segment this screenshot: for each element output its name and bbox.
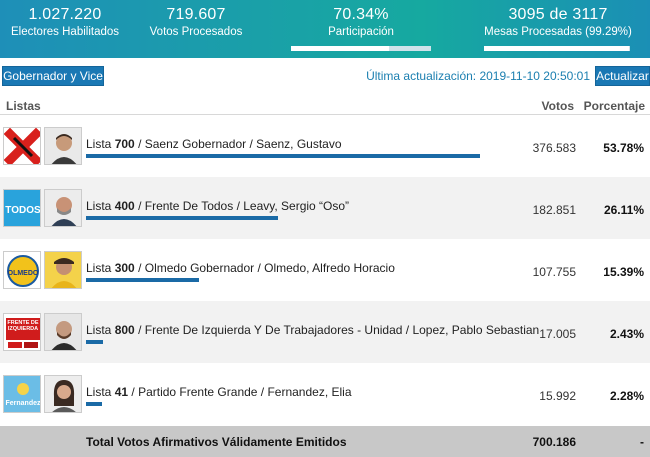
svg-text:TODOS: TODOS: [5, 205, 41, 216]
vote-share-bar: [86, 216, 278, 220]
fit-logo-icon: FRENTE DE IZQUIERDA: [3, 313, 41, 351]
row-label: Lista 800 / Frente De Izquierda Y De Tra…: [86, 323, 540, 337]
vote-share-bar: [86, 154, 480, 158]
row-label: Lista 41 / Partido Frente Grande / Ferna…: [86, 385, 352, 399]
stat-electores-label: Electores Habilitados: [10, 26, 120, 38]
refresh-button[interactable]: Actualizar: [595, 66, 650, 86]
mesas-progress: [484, 46, 630, 51]
row-percentage: 53.78%: [603, 141, 644, 155]
row-percentage: 2.43%: [609, 327, 644, 341]
table-row: OLMEDO Lista 300 / Olmedo Gobernador / O…: [0, 239, 650, 301]
row-label: Lista 300 / Olmedo Gobernador / Olmedo, …: [86, 261, 395, 275]
row-votes: 376.583: [532, 141, 576, 155]
total-label: Total Votos Afirmativos Válidamente Emit…: [86, 435, 347, 449]
stat-mesas-value: 3095 de 3117: [508, 6, 608, 23]
total-percentage: -: [640, 435, 644, 449]
stat-electores: 1.027.220 Electores Habilitados: [6, 6, 124, 39]
row-percentage: 15.39%: [603, 265, 644, 279]
stat-votos-label: Votos Procesados: [149, 26, 243, 38]
svg-text:OLMEDO: OLMEDO: [8, 270, 39, 277]
vote-share-bar: [86, 340, 103, 344]
category-button[interactable]: Gobernador y Vice: [2, 66, 104, 86]
column-header-listas: Listas: [6, 99, 41, 113]
fernandez-logo-icon: Fernandez: [3, 375, 41, 413]
row-votes: 17.005: [539, 327, 576, 341]
total-row: Total Votos Afirmativos Válidamente Emit…: [0, 426, 650, 457]
row-percentage: 26.11%: [603, 203, 644, 217]
row-votes: 15.992: [539, 389, 576, 403]
column-header-porcentaje[interactable]: Porcentaje: [583, 99, 645, 113]
candidate-photo: [44, 375, 82, 413]
last-update-text: Última actualización: 2019-11-10 20:50:0…: [366, 69, 590, 83]
stat-electores-value: 1.027.220: [28, 6, 102, 23]
stat-votos-value: 719.607: [166, 6, 226, 23]
table-row: Lista 700 / Saenz Gobernador / Saenz, Gu…: [0, 115, 650, 177]
candidate-photo: [44, 189, 82, 227]
row-label: Lista 700 / Saenz Gobernador / Saenz, Gu…: [86, 137, 342, 151]
vote-share-bar: [86, 278, 199, 282]
stats-banner: 1.027.220 Electores Habilitados 719.607 …: [0, 0, 650, 58]
table-row: FRENTE DE IZQUIERDA Lista 800 / Frente D…: [0, 301, 650, 363]
candidate-photo: [44, 313, 82, 351]
svg-text:Fernandez: Fernandez: [5, 400, 41, 407]
participacion-progress: [291, 46, 431, 51]
stat-mesas: 3095 de 3117 Mesas Procesadas (99.29%): [478, 6, 638, 39]
header-divider: [0, 114, 650, 115]
stat-participacion-value: 70.34%: [333, 6, 389, 23]
column-header-votos[interactable]: Votos: [541, 99, 574, 113]
row-votes: 107.755: [532, 265, 576, 279]
table-row: Fernandez Lista 41 / Partido Frente Gran…: [0, 363, 650, 425]
row-votes: 182.851: [532, 203, 576, 217]
stat-participacion: 70.34% Participación: [290, 6, 432, 39]
row-percentage: 2.28%: [609, 389, 644, 403]
stat-mesas-label: Mesas Procesadas (99.29%): [484, 26, 632, 38]
stat-votos: 719.607 Votos Procesados: [146, 6, 246, 39]
total-votes: 700.186: [532, 435, 576, 449]
x-party-logo-icon: [3, 127, 41, 165]
mesas-progress-fill: [484, 46, 629, 51]
candidate-photo: [44, 127, 82, 165]
table-row: TODOS Lista 400 / Frente De Todos / Leav…: [0, 177, 650, 239]
row-label: Lista 400 / Frente De Todos / Leavy, Ser…: [86, 199, 350, 213]
todos-logo-icon: TODOS: [3, 189, 41, 227]
stat-participacion-label: Participación: [328, 26, 394, 38]
participacion-progress-fill: [291, 46, 390, 51]
olmedo-logo-icon: OLMEDO: [3, 251, 41, 289]
candidate-photo: [44, 251, 82, 289]
vote-share-bar: [86, 402, 102, 406]
